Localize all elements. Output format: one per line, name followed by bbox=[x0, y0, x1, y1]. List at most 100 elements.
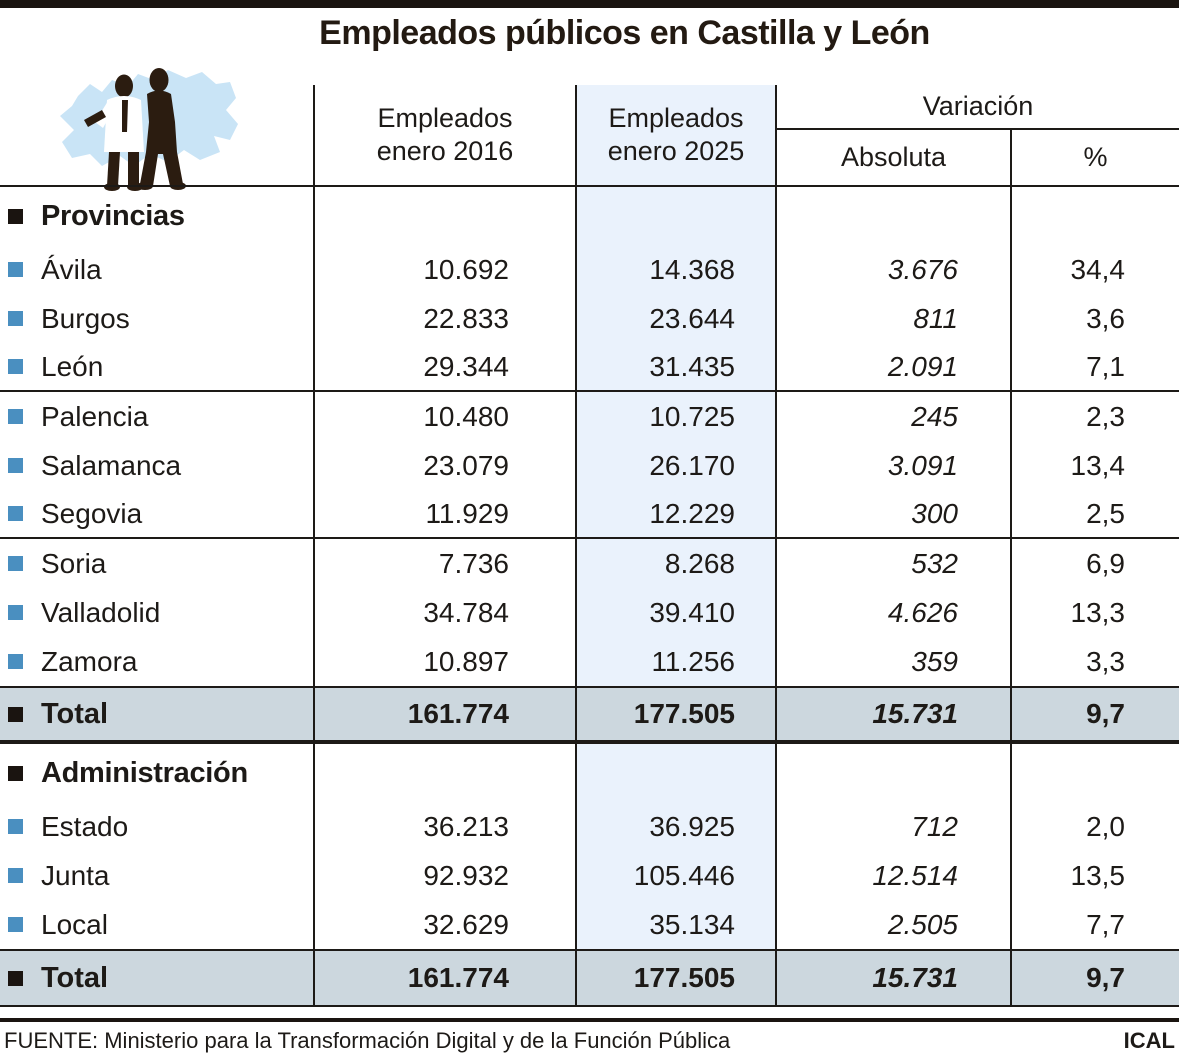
source-text: FUENTE: Ministerio para la Transformació… bbox=[4, 1028, 731, 1053]
top-bar bbox=[0, 0, 1179, 8]
table-row: Estado 36.213 36.925 712 2,0 bbox=[0, 802, 1179, 851]
credit-text: ICAL bbox=[1123, 1028, 1175, 1053]
cell-2016: 22.833 bbox=[313, 294, 575, 343]
row-label-cell: Palencia bbox=[0, 392, 313, 441]
item-bullet bbox=[8, 556, 23, 571]
cell-2016: 92.932 bbox=[313, 851, 575, 900]
table-row: Local 32.629 35.134 2.505 7,7 bbox=[0, 900, 1179, 949]
row-label-cell: Total bbox=[0, 688, 313, 740]
section-bullet bbox=[8, 706, 23, 722]
cell-2025: 10.725 bbox=[575, 392, 777, 441]
cell-2025: 35.134 bbox=[575, 900, 777, 949]
cell-variacion-percent: 2,3 bbox=[1010, 392, 1179, 441]
row-label: Palencia bbox=[41, 400, 149, 432]
table-row: Salamanca 23.079 26.170 3.091 13,4 bbox=[0, 441, 1179, 490]
cell-variacion-percent: 3,3 bbox=[1010, 637, 1179, 686]
cell-variacion-percent: 3,6 bbox=[1010, 294, 1179, 343]
cell-2025: 31.435 bbox=[575, 343, 777, 390]
cell-2025: 105.446 bbox=[575, 851, 777, 900]
table-row: Palencia 10.480 10.725 245 2,3 bbox=[0, 392, 1179, 441]
table-row: Valladolid 34.784 39.410 4.626 13,3 bbox=[0, 588, 1179, 637]
cell-2016: 36.213 bbox=[313, 802, 575, 851]
cell-2016: 11.929 bbox=[313, 490, 575, 537]
row-label: Salamanca bbox=[41, 449, 182, 481]
cell-2025: 8.268 bbox=[575, 539, 777, 588]
table-row: Zamora 10.897 11.256 359 3,3 bbox=[0, 637, 1179, 686]
cell-variacion-percent bbox=[1010, 187, 1179, 245]
row-label: Estado bbox=[41, 810, 129, 842]
cell-variacion-absoluta bbox=[777, 187, 1010, 245]
table-header: Empleados enero 2016 Empleados enero 202… bbox=[0, 85, 1179, 187]
row-label-cell: Junta bbox=[0, 851, 313, 900]
row-label: Provincias bbox=[41, 199, 185, 232]
cell-2016: 10.480 bbox=[313, 392, 575, 441]
total-row: Total 161.774 177.505 15.731 9,7 bbox=[0, 686, 1179, 744]
item-bullet bbox=[8, 868, 23, 883]
cell-2016 bbox=[313, 744, 575, 802]
cell-variacion-absoluta: 300 bbox=[911, 497, 958, 529]
cell-2016 bbox=[313, 187, 575, 245]
table-row: Junta 92.932 105.446 12.514 13,5 bbox=[0, 851, 1179, 900]
header-2016-line2: enero 2016 bbox=[376, 136, 514, 166]
data-table: Empleados enero 2016 Empleados enero 202… bbox=[0, 85, 1179, 1007]
row-label: Total bbox=[41, 961, 109, 994]
row-label-cell: Estado bbox=[0, 802, 313, 851]
item-bullet bbox=[8, 311, 23, 326]
section-header-row: Provincias bbox=[0, 187, 1179, 245]
row-label-cell: León bbox=[0, 343, 313, 390]
row-label: Segovia bbox=[41, 497, 143, 529]
section-header-row: Administración bbox=[0, 744, 1179, 802]
total-row: Total 161.774 177.505 15.731 9,7 bbox=[0, 949, 1179, 1007]
item-bullet bbox=[8, 409, 23, 424]
cell-2025: 11.256 bbox=[575, 637, 777, 686]
item-bullet bbox=[8, 359, 23, 374]
header-2025-line2: enero 2025 bbox=[607, 136, 745, 166]
cell-variacion-absoluta: 2.505 bbox=[887, 908, 958, 940]
item-bullet bbox=[8, 819, 23, 834]
cell-variacion-percent bbox=[1010, 744, 1179, 802]
cell-2016: 29.344 bbox=[313, 343, 575, 390]
cell-2025 bbox=[575, 744, 777, 802]
section-bullet bbox=[8, 208, 23, 224]
cell-2025: 26.170 bbox=[575, 441, 777, 490]
header-2016-line1: Empleados bbox=[377, 103, 513, 134]
row-label: Valladolid bbox=[41, 596, 161, 628]
cell-2025: 14.368 bbox=[575, 245, 777, 294]
cell-variacion-absoluta: 3.676 bbox=[887, 253, 958, 285]
cell-variacion-percent: 7,7 bbox=[1010, 900, 1179, 949]
row-label: Zamora bbox=[41, 645, 138, 677]
cell-variacion-percent: 6,9 bbox=[1010, 539, 1179, 588]
cell-variacion-percent: 13,3 bbox=[1010, 588, 1179, 637]
header-2025: Empleados enero 2025 bbox=[575, 85, 777, 185]
cell-variacion-percent: 13,5 bbox=[1010, 851, 1179, 900]
item-bullet bbox=[8, 654, 23, 669]
cell-variacion-absoluta: 15.731 bbox=[872, 698, 958, 729]
cell-variacion-absoluta: 245 bbox=[911, 400, 958, 432]
footer: FUENTE: Ministerio para la Transformació… bbox=[0, 1028, 1179, 1054]
cell-variacion-absoluta: 532 bbox=[911, 547, 958, 579]
header-percent: % bbox=[1010, 130, 1179, 185]
table-row: Burgos 22.833 23.644 811 3,6 bbox=[0, 294, 1179, 343]
row-label-cell: Salamanca bbox=[0, 441, 313, 490]
row-label-cell: Valladolid bbox=[0, 588, 313, 637]
cell-2016: 34.784 bbox=[313, 588, 575, 637]
item-bullet bbox=[8, 262, 23, 277]
header-empty-cell bbox=[0, 85, 313, 185]
cell-variacion-percent: 2,0 bbox=[1010, 802, 1179, 851]
cell-2016: 10.897 bbox=[313, 637, 575, 686]
item-bullet bbox=[8, 917, 23, 932]
table-row: Segovia 11.929 12.229 300 2,5 bbox=[0, 490, 1179, 539]
row-label: Soria bbox=[41, 547, 107, 579]
cell-variacion-percent: 13,4 bbox=[1010, 441, 1179, 490]
cell-variacion-absoluta bbox=[777, 744, 1010, 802]
row-label-cell: Provincias bbox=[0, 187, 313, 245]
row-label: Total bbox=[41, 697, 109, 730]
row-label-cell: Zamora bbox=[0, 637, 313, 686]
table-row: Ávila 10.692 14.368 3.676 34,4 bbox=[0, 245, 1179, 294]
row-label-cell: Burgos bbox=[0, 294, 313, 343]
footer-rule bbox=[0, 1018, 1179, 1022]
illustration-svg bbox=[60, 68, 238, 191]
cell-variacion-absoluta: 712 bbox=[911, 810, 958, 842]
cell-2025: 177.505 bbox=[575, 688, 777, 740]
